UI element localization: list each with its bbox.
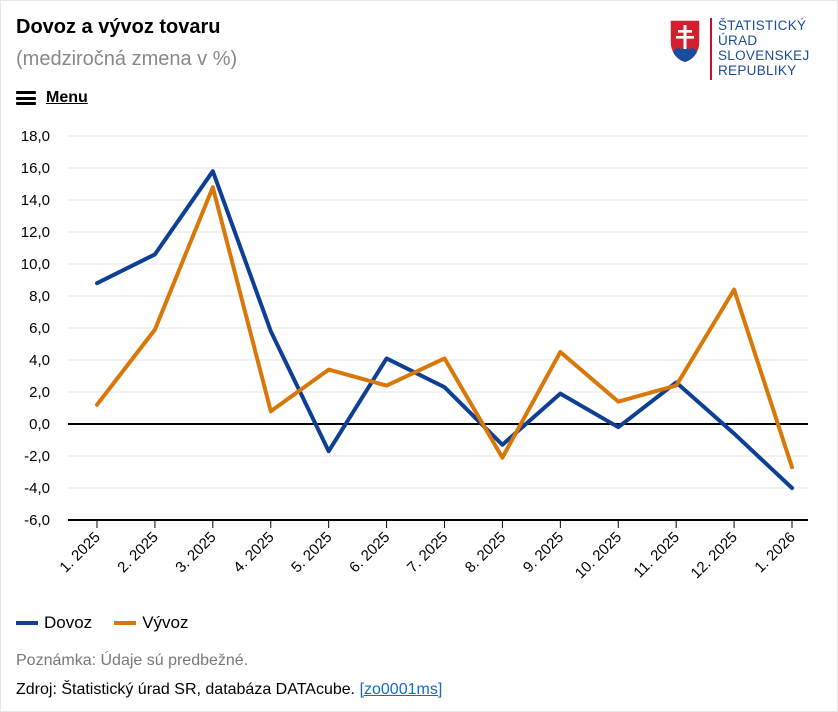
footnote: Poznámka: Údaje sú predbežné. xyxy=(16,652,249,669)
y-tick-label: 12,0 xyxy=(21,224,50,241)
legend-label-vyvoz: Vývoz xyxy=(142,613,189,632)
logo-line-3: SLOVENSKEJ xyxy=(718,48,810,63)
logo-line-4: REPUBLIKY xyxy=(718,63,797,78)
x-tick-label: 9. 2025 xyxy=(520,529,567,576)
legend-item-dovoz[interactable]: Dovoz xyxy=(16,613,92,633)
legend-item-vyvoz[interactable]: Vývoz xyxy=(114,613,188,633)
source-link[interactable]: [zo0001ms] xyxy=(359,681,443,698)
y-tick-label: 0,0 xyxy=(29,416,50,433)
y-tick-label: -4,0 xyxy=(24,480,50,497)
logo-line-2: ÚRAD xyxy=(718,33,758,48)
y-tick-label: 16,0 xyxy=(21,160,50,177)
legend-swatch-dovoz xyxy=(16,621,38,625)
y-tick-label: 6,0 xyxy=(29,320,50,337)
y-tick-label: 8,0 xyxy=(29,288,50,305)
x-tick-label: 3. 2025 xyxy=(172,529,219,576)
menu-button[interactable]: Menu xyxy=(16,89,88,107)
legend: Dovoz Vývoz xyxy=(16,613,210,633)
x-tick-label: 7. 2025 xyxy=(404,529,451,576)
source-text: Zdroj: Štatistický úrad SR, databáza DAT… xyxy=(16,681,356,698)
coat-of-arms-icon xyxy=(669,19,701,64)
chart-subtitle: (medziročná zmena v %) xyxy=(16,48,238,70)
legend-label-dovoz: Dovoz xyxy=(44,613,93,632)
x-tick-label: 1. 2026 xyxy=(751,529,798,576)
x-tick-label: 4. 2025 xyxy=(230,529,277,576)
x-tick-label: 10. 2025 xyxy=(572,529,625,582)
y-tick-label: 14,0 xyxy=(21,192,50,209)
line-chart: -6,0 -4,0 -2,0 0,0 2,0 4,0 6,0 8,0 10,0 12,0 14,0 1… xyxy=(21,128,808,582)
x-tick-label: 5. 2025 xyxy=(288,529,335,576)
menu-label: Menu xyxy=(46,89,88,106)
logo-line-1: ŠTATISTICKÝ xyxy=(718,18,807,33)
x-tick-label: 12. 2025 xyxy=(688,529,741,582)
y-tick-label: 2,0 xyxy=(29,384,50,401)
x-tick-label: 1. 2025 xyxy=(56,529,103,576)
x-tick-label: 8. 2025 xyxy=(462,529,509,576)
source-line: Zdroj: Štatistický úrad SR, databáza DAT… xyxy=(16,681,442,699)
x-tick-label: 2. 2025 xyxy=(114,529,161,576)
legend-swatch-vyvoz xyxy=(114,621,137,625)
y-tick-label: 10,0 xyxy=(21,256,50,273)
hamburger-icon xyxy=(16,91,36,105)
logo-divider xyxy=(710,18,712,80)
chart-title: Dovoz a vývoz tovaru xyxy=(16,16,221,38)
series-line-vyvoz xyxy=(95,185,794,470)
x-tick-label: 6. 2025 xyxy=(346,529,393,576)
y-tick-label: -6,0 xyxy=(24,512,50,529)
y-tick-label: 4,0 xyxy=(29,352,50,369)
y-tick-label: -2,0 xyxy=(24,448,50,465)
x-tick-label: 11. 2025 xyxy=(630,529,683,582)
logo-text: ŠTATISTICKÝ ÚRAD SLOVENSKEJ REPUBLIKY xyxy=(718,18,810,78)
y-tick-label: 18,0 xyxy=(21,128,50,145)
susr-logo[interactable]: ŠTATISTICKÝ ÚRAD SLOVENSKEJ REPUBLIKY xyxy=(668,18,828,82)
